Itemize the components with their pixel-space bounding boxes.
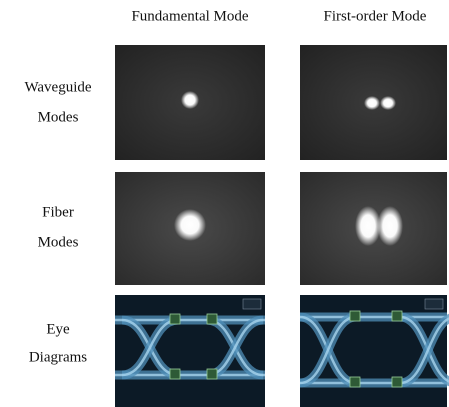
eye-marker: [391, 310, 403, 322]
eye-marker: [206, 368, 218, 380]
mode-spot: [355, 206, 381, 246]
mode-spot: [377, 206, 403, 246]
eye-trace-core: [399, 317, 449, 385]
row-label: Modes: [38, 109, 79, 125]
eye-marker: [349, 376, 361, 388]
row-label: Modes: [38, 234, 79, 250]
row-label: Eye: [46, 321, 70, 337]
image-panel: [300, 172, 447, 285]
eye-marker: [391, 376, 403, 388]
column-header: Fundamental Mode: [131, 8, 248, 24]
image-panel: [300, 45, 447, 160]
eye-marker: [169, 313, 181, 325]
eye-background: [115, 295, 265, 407]
mode-spot: [364, 96, 380, 110]
eye-marker: [169, 368, 181, 380]
eye-trace-core: [299, 315, 357, 385]
image-panel: [299, 295, 449, 407]
column-header: First-order Mode: [324, 8, 427, 24]
row-label: Waveguide: [24, 79, 91, 95]
mode-spot: [181, 91, 199, 109]
mode-spot: [380, 96, 396, 110]
eye-marker: [206, 313, 218, 325]
row-label: Diagrams: [29, 349, 87, 365]
scope-legend: [424, 298, 444, 310]
image-panel: [115, 295, 265, 407]
image-panel: [115, 45, 265, 160]
eye-marker: [349, 310, 361, 322]
row-label: Fiber: [42, 204, 74, 220]
scope-legend: [242, 298, 262, 310]
mode-spot: [174, 209, 206, 241]
image-panel: [115, 172, 265, 285]
